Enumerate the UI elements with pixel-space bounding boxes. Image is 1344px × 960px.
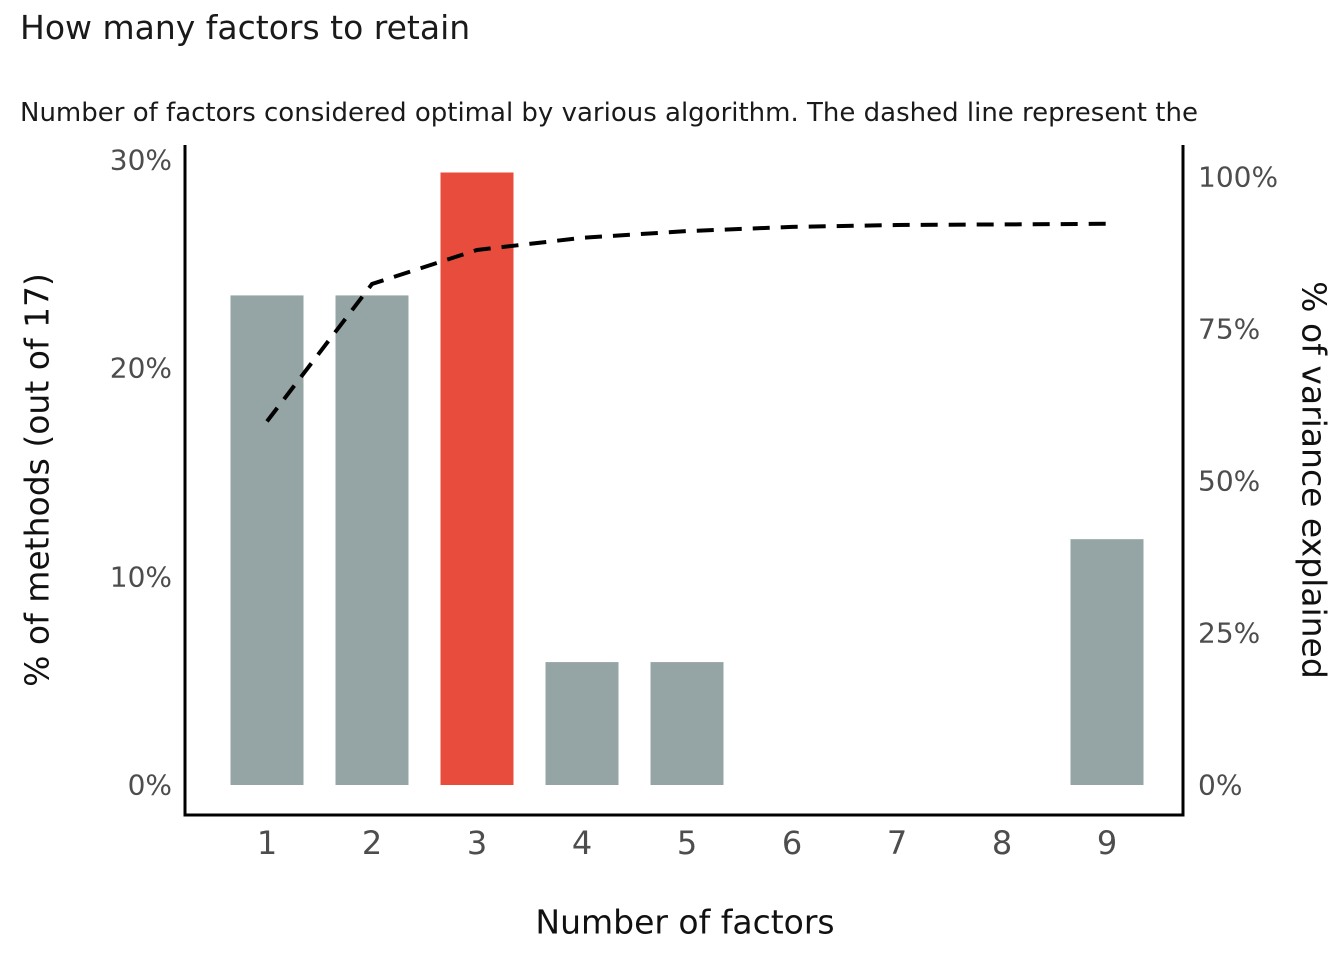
bar-factor-9 bbox=[1070, 539, 1144, 785]
y-left-tick-30pct: 30% bbox=[109, 143, 172, 177]
chart-title: How many factors to retain bbox=[20, 8, 471, 47]
y-right-tick-25pct: 25% bbox=[1198, 616, 1261, 650]
x-tick-6: 6 bbox=[781, 824, 803, 862]
x-tick-2: 2 bbox=[361, 824, 383, 862]
y-right-tick-0pct: 0% bbox=[1198, 768, 1243, 802]
x-tick-5: 5 bbox=[676, 824, 698, 862]
chart-subtitle: Number of factors considered optimal by … bbox=[20, 98, 1198, 128]
y-left-tick-20pct: 20% bbox=[109, 351, 172, 385]
variance-dashed-line bbox=[265, 221, 1108, 423]
x-tick-8: 8 bbox=[991, 824, 1013, 862]
bar-factor-1 bbox=[230, 295, 304, 785]
y-axis-left-title: % of methods (out of 17) bbox=[17, 273, 57, 687]
x-axis-title: Number of factors bbox=[535, 902, 835, 942]
x-tick-9: 9 bbox=[1096, 824, 1118, 862]
x-tick-1: 1 bbox=[256, 824, 278, 862]
y-right-tick-100pct: 100% bbox=[1198, 160, 1279, 194]
y-axis-right-title: % of variance explained bbox=[1294, 281, 1334, 679]
y-left-tick-10pct: 10% bbox=[109, 560, 172, 594]
y-right-tick-50pct: 50% bbox=[1198, 464, 1261, 498]
bar-factor-5 bbox=[650, 662, 724, 785]
x-tick-7: 7 bbox=[886, 824, 908, 862]
bars-group bbox=[230, 172, 1144, 785]
bar-factor-4 bbox=[545, 662, 619, 785]
y-right-tick-75pct: 75% bbox=[1198, 312, 1261, 346]
bar-factor-2 bbox=[335, 295, 409, 785]
x-tick-3: 3 bbox=[466, 824, 488, 862]
x-tick-4: 4 bbox=[571, 824, 593, 862]
y-left-tick-0pct: 0% bbox=[127, 768, 172, 802]
bar-factor-3 bbox=[440, 172, 514, 785]
